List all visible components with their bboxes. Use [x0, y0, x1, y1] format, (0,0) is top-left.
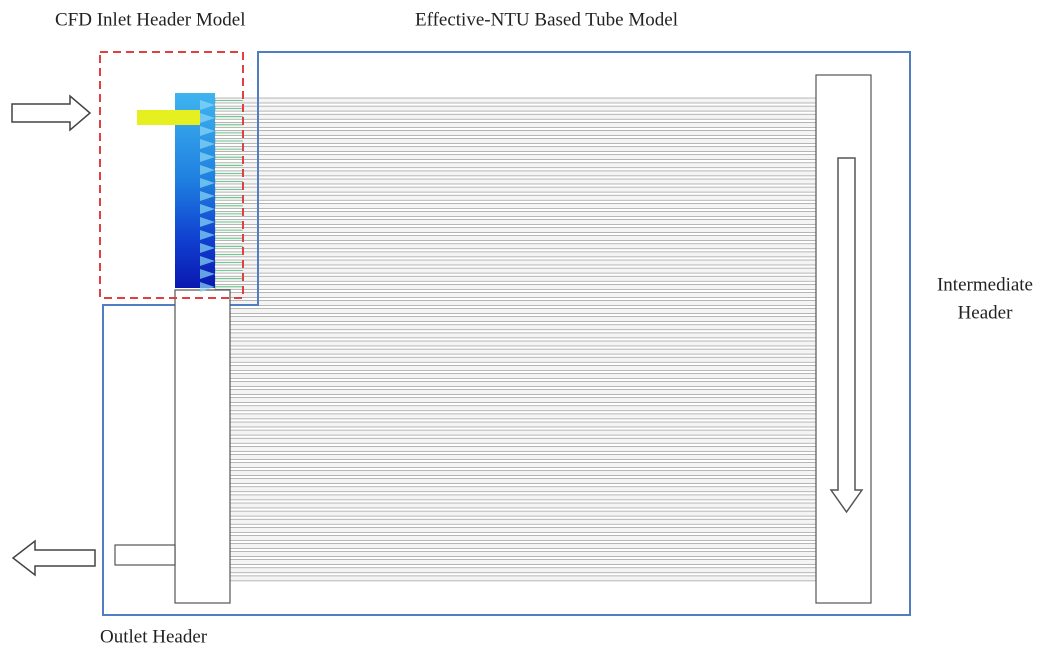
tube	[229, 567, 817, 574]
tube	[229, 429, 817, 436]
tube	[229, 405, 817, 412]
flow-arrow-down	[829, 157, 864, 514]
tube	[229, 437, 817, 444]
cfd-inlet-pipe	[137, 110, 200, 125]
tube	[229, 389, 817, 395]
cfd-tooth	[200, 230, 215, 240]
tube	[214, 243, 817, 250]
tube	[214, 203, 817, 209]
tube	[214, 251, 817, 258]
cfd-tooth	[200, 178, 215, 188]
tube	[229, 535, 817, 541]
tube	[229, 462, 817, 468]
tube	[229, 559, 817, 566]
cfd-tooth	[200, 243, 215, 253]
tube	[229, 494, 817, 501]
tube	[214, 267, 817, 274]
tube	[229, 324, 817, 331]
tube	[214, 283, 817, 290]
tube-model-label: Effective-NTU Based Tube Model	[415, 9, 678, 30]
intermediate-label: Intermediate	[937, 274, 1033, 295]
intermediate-label: Header	[958, 302, 1014, 323]
tube	[214, 105, 817, 112]
cfd-label: CFD Inlet Header Model	[55, 9, 245, 30]
tube	[214, 130, 817, 136]
cfd-tooth	[200, 256, 215, 266]
tube	[229, 510, 817, 517]
tube	[229, 413, 817, 420]
tube	[229, 292, 817, 298]
cfd-tooth	[200, 113, 215, 123]
outlet-header	[174, 289, 231, 604]
tube	[214, 227, 817, 233]
tube	[229, 316, 817, 323]
tube	[214, 122, 817, 128]
tube	[214, 235, 817, 241]
tube	[229, 308, 817, 314]
tube	[229, 348, 817, 355]
tube	[229, 300, 817, 306]
tube	[214, 211, 817, 217]
tube	[229, 518, 817, 525]
outlet-arrow	[11, 539, 96, 577]
tube	[214, 259, 817, 266]
cfd-tooth	[200, 139, 215, 149]
tube	[214, 186, 817, 193]
tube	[214, 275, 817, 282]
tube	[229, 470, 817, 476]
tube	[229, 486, 817, 493]
tube	[229, 575, 817, 582]
tube	[229, 551, 817, 557]
cfd-tooth	[200, 282, 215, 292]
tube	[214, 154, 817, 160]
tube	[214, 162, 817, 169]
tube	[214, 97, 817, 104]
tube	[214, 113, 817, 120]
tube	[229, 421, 817, 428]
tube	[214, 219, 817, 225]
tube	[229, 373, 817, 379]
cfd-header-teeth	[200, 100, 215, 292]
tube	[214, 138, 817, 144]
tube	[229, 502, 817, 509]
cfd-tooth	[200, 191, 215, 201]
tube	[229, 332, 817, 339]
cfd-tooth	[200, 204, 215, 214]
cfd-tooth	[200, 152, 215, 162]
tube	[214, 178, 817, 185]
tube	[229, 397, 817, 404]
tube	[229, 356, 817, 363]
tube	[229, 381, 817, 387]
cfd-tooth	[200, 269, 215, 279]
cfd-tooth	[200, 217, 215, 227]
outlet-label: Outlet Header	[100, 626, 208, 647]
tube	[214, 170, 817, 177]
tube-model-boundary	[102, 51, 911, 616]
cfd-tooth	[200, 126, 215, 136]
tube	[229, 478, 817, 485]
outlet-pipe	[114, 544, 176, 566]
tube	[229, 543, 817, 549]
tube	[229, 340, 817, 347]
cfd-boundary	[99, 51, 244, 299]
tube	[214, 146, 817, 152]
tubes	[214, 97, 817, 582]
inlet-arrow	[11, 94, 92, 132]
tube	[229, 445, 817, 452]
tube	[229, 526, 817, 533]
cfd-header	[175, 93, 215, 288]
tube	[229, 364, 817, 371]
tube	[214, 194, 817, 201]
cfd-tooth	[200, 165, 215, 175]
cfd-tooth	[200, 100, 215, 110]
tube	[229, 454, 817, 460]
